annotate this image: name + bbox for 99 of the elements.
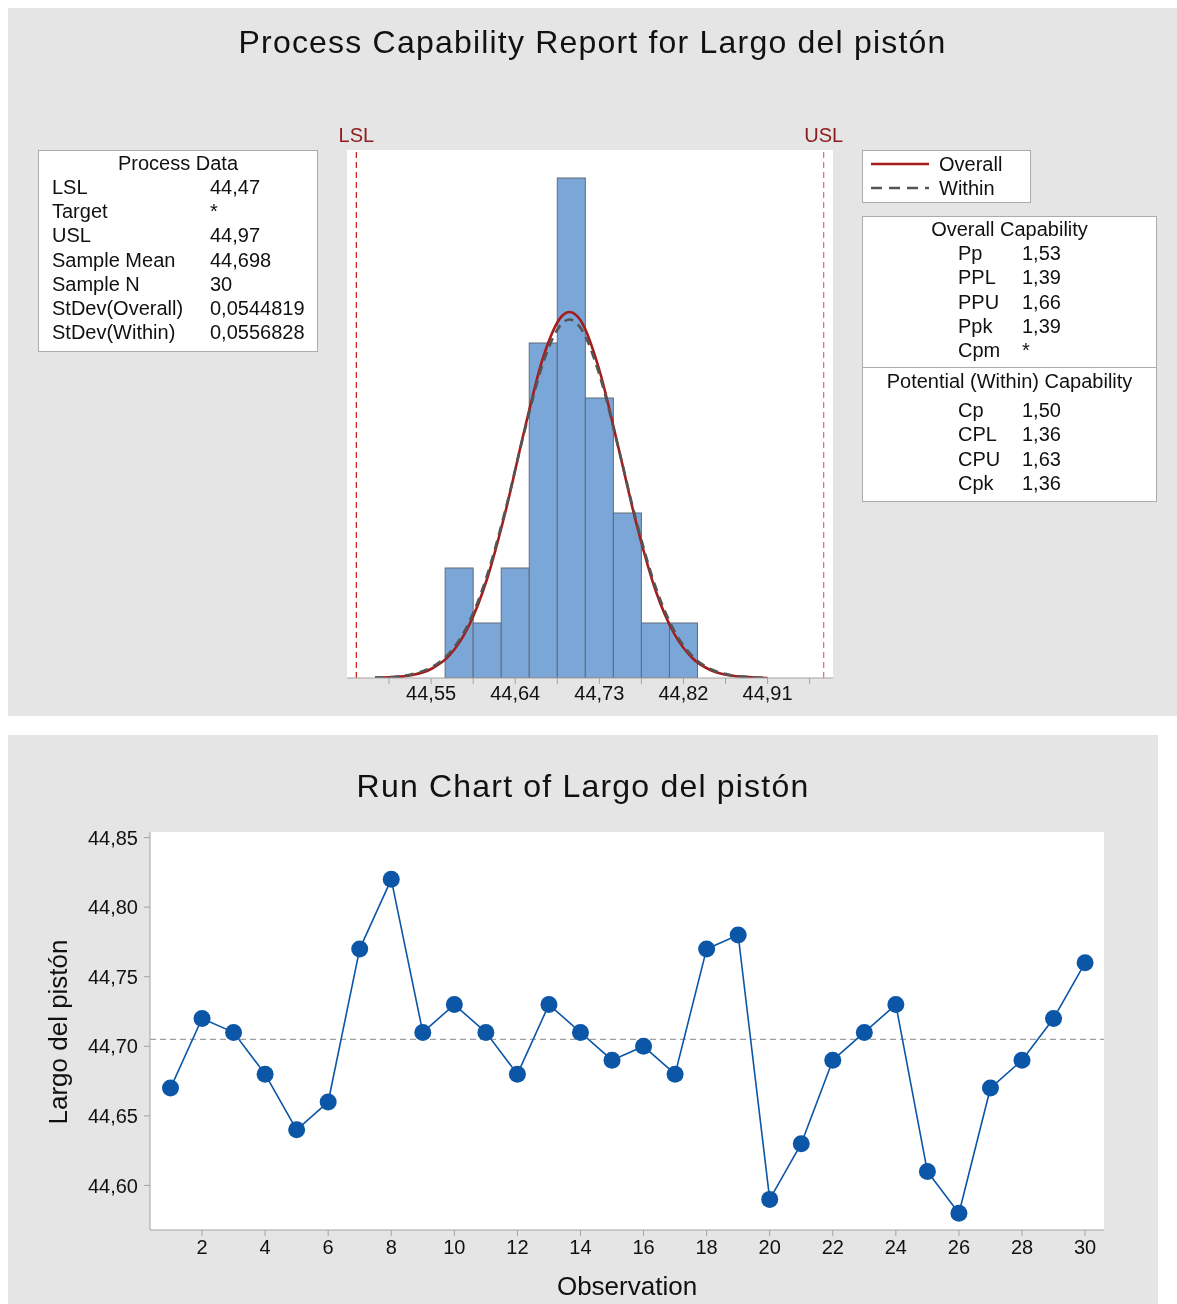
text: Process Data bbox=[117, 152, 239, 174]
text: USL bbox=[52, 224, 91, 247]
text: 44,698 bbox=[210, 248, 272, 271]
x-tick-label: 44,82 bbox=[658, 682, 709, 705]
x-tick-label: 8 bbox=[385, 1236, 397, 1259]
point bbox=[1013, 1051, 1031, 1069]
text: PPL bbox=[958, 266, 996, 289]
point bbox=[824, 1051, 842, 1069]
x-tick-label: 44,55 bbox=[406, 682, 457, 705]
x-tick-label: 12 bbox=[506, 1236, 529, 1259]
text: 1,53 bbox=[1022, 242, 1061, 264]
y-tick-label: 44,85 bbox=[87, 826, 138, 849]
point bbox=[351, 940, 369, 958]
text: Cp bbox=[958, 399, 984, 421]
point bbox=[855, 1023, 873, 1041]
point bbox=[162, 1079, 179, 1097]
text: 1,36 bbox=[1022, 423, 1061, 446]
text: CPL bbox=[958, 423, 997, 446]
x-tick-label: 18 bbox=[695, 1236, 718, 1259]
point bbox=[571, 1023, 589, 1041]
text: 1,36 bbox=[1022, 472, 1061, 495]
text: 1,63 bbox=[1022, 447, 1061, 470]
text: PPU bbox=[958, 290, 1000, 313]
point bbox=[225, 1023, 243, 1041]
x-tick-label: 16 bbox=[632, 1236, 655, 1259]
text: 1,39 bbox=[1022, 266, 1061, 289]
x-tick-label: 28 bbox=[1010, 1236, 1034, 1259]
point bbox=[508, 1065, 526, 1083]
y-tick-label: 44,75 bbox=[87, 965, 138, 988]
x-tick-label: 6 bbox=[322, 1236, 334, 1259]
x-tick-label: 24 bbox=[884, 1236, 907, 1259]
text: Sample N bbox=[52, 272, 140, 295]
point bbox=[918, 1163, 936, 1181]
text: * bbox=[210, 200, 218, 223]
x-tick-label: 44,64 bbox=[490, 682, 541, 705]
point bbox=[666, 1065, 684, 1083]
y-tick-label: 44,70 bbox=[87, 1035, 138, 1058]
text: 1,39 bbox=[1022, 314, 1061, 337]
chart-title: Process Capability Report for Largo del pistón bbox=[238, 24, 947, 60]
x-tick-label: 10 bbox=[443, 1236, 466, 1259]
y-tick-label: 44,80 bbox=[87, 896, 138, 919]
point bbox=[288, 1121, 306, 1139]
text: Sample Mean bbox=[52, 248, 176, 271]
chart-title: Run Chart of Largo del pistón bbox=[356, 768, 810, 804]
y-axis-title: Largo del pistón bbox=[43, 939, 73, 1125]
text: StDev(Overall) bbox=[52, 296, 184, 319]
point bbox=[193, 1009, 211, 1027]
text: Ppk bbox=[958, 314, 993, 337]
point bbox=[698, 940, 716, 958]
text: 30 bbox=[210, 272, 233, 295]
y-tick-label: 44,65 bbox=[87, 1104, 138, 1127]
point bbox=[256, 1065, 274, 1083]
text: Target bbox=[52, 200, 108, 223]
x-tick-label: 30 bbox=[1073, 1236, 1097, 1259]
point bbox=[445, 996, 463, 1014]
text: 44,97 bbox=[210, 224, 261, 247]
point bbox=[414, 1023, 432, 1041]
point bbox=[887, 996, 905, 1014]
point bbox=[729, 926, 747, 944]
text: * bbox=[1022, 339, 1030, 362]
text: 0,0544819 bbox=[210, 296, 305, 319]
x-tick-label: 26 bbox=[947, 1236, 971, 1259]
point bbox=[950, 1204, 968, 1222]
text: LSL bbox=[52, 176, 88, 198]
point bbox=[1045, 1009, 1063, 1027]
legend-label: Overall bbox=[939, 153, 1003, 175]
point bbox=[761, 1190, 779, 1208]
text: Potential (Within) Capability bbox=[886, 370, 1133, 392]
y-tick-label: 44,60 bbox=[87, 1174, 138, 1197]
x-tick-label: 44,91 bbox=[742, 682, 793, 705]
point bbox=[792, 1135, 810, 1153]
x-tick-label: 4 bbox=[259, 1236, 271, 1259]
point bbox=[981, 1079, 999, 1097]
x-tick-label: 44,73 bbox=[574, 682, 625, 705]
x-tick-label: 22 bbox=[821, 1236, 844, 1259]
x-tick-label: 14 bbox=[569, 1236, 592, 1259]
text: Pp bbox=[958, 242, 983, 264]
text: 1,66 bbox=[1022, 290, 1061, 313]
x-axis-title: Observation bbox=[556, 1271, 698, 1301]
ref-line-label: LSL bbox=[338, 124, 375, 146]
ref-line-label: USL bbox=[804, 124, 844, 146]
point bbox=[382, 870, 400, 888]
point bbox=[540, 996, 558, 1014]
x-tick-label: 20 bbox=[758, 1236, 781, 1259]
text: 0,0556828 bbox=[210, 321, 305, 344]
point bbox=[635, 1037, 653, 1055]
text: StDev(Within) bbox=[52, 321, 176, 344]
text: 44,47 bbox=[210, 176, 261, 198]
legend-label: Within bbox=[939, 177, 995, 199]
text: 1,50 bbox=[1022, 399, 1061, 421]
text: Cpm bbox=[958, 339, 1001, 362]
point bbox=[319, 1093, 337, 1111]
point bbox=[603, 1051, 621, 1069]
text: CPU bbox=[958, 447, 1001, 470]
text: Overall Capability bbox=[931, 218, 1088, 240]
x-tick-label: 2 bbox=[196, 1236, 208, 1259]
point bbox=[1076, 954, 1094, 972]
point bbox=[477, 1023, 495, 1041]
text: Cpk bbox=[958, 472, 994, 495]
